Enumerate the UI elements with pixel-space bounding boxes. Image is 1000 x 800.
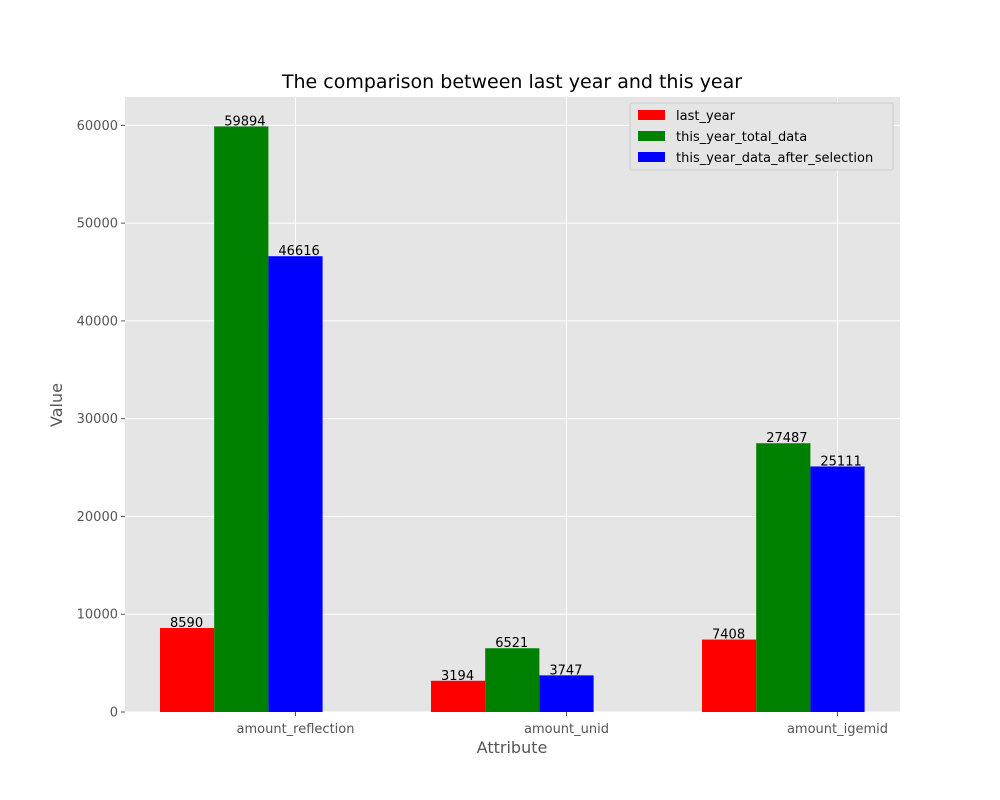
bar-this-year-total-data-amount-unid <box>485 648 540 712</box>
y-tick-label-30000: 30000 <box>77 412 118 427</box>
y-tick-label-40000: 40000 <box>77 314 118 329</box>
x-tick-label-amount-igemid: amount_igemid <box>787 722 888 737</box>
data-label-this-year-data-after-selection-amount-reflection: 46616 <box>278 244 319 259</box>
x-axis-ticks: amount_reflection amount_unid amount_igemi… <box>237 712 888 737</box>
bar-this-year-total-data-amount-igemid <box>756 443 811 712</box>
y-tick-label-0: 0 <box>110 706 118 721</box>
data-label-this-year-data-after-selection-amount-unid: 3747 <box>549 663 582 678</box>
bar-last-year-amount-igemid <box>702 639 757 712</box>
bar-this-year-data-after-selection-amount-reflection <box>268 256 323 712</box>
bar-last-year-amount-unid <box>431 680 486 712</box>
x-tick-label-amount-reflection: amount_reflection <box>237 722 355 737</box>
legend: last_year this_year_total_data this_year… <box>629 102 894 171</box>
legend-swatch-this-year-total-data <box>638 131 665 141</box>
bar-this-year-data-after-selection-amount-unid <box>539 675 594 712</box>
chart-title: The comparison between last year and thi… <box>281 71 742 93</box>
y-axis-ticks: 0 10000 20000 30000 40000 50000 60000 <box>77 119 125 721</box>
data-label-last-year-amount-unid: 3194 <box>441 669 474 684</box>
data-labels: 8590 3194 7408 59894 6521 27487 46616 3747 25111 <box>170 114 862 683</box>
bar-this-year-data-after-selection-amount-igemid <box>810 466 865 712</box>
legend-label-last-year: last_year <box>676 109 736 124</box>
data-label-last-year-amount-igemid: 7408 <box>712 628 745 643</box>
legend-swatch-last-year <box>638 110 665 120</box>
data-label-this-year-total-data-amount-unid: 6521 <box>495 636 528 651</box>
legend-box <box>629 102 894 171</box>
legend-label-this-year-total-data: this_year_total_data <box>676 130 807 145</box>
legend-swatch-this-year-data-after-selection <box>638 152 665 162</box>
x-tick-label-amount-unid: amount_unid <box>524 722 609 737</box>
x-axis-label: Attribute <box>477 738 548 757</box>
data-label-last-year-amount-reflection: 8590 <box>170 616 203 631</box>
legend-label-this-year-data-after-selection: this_year_data_after_selection <box>676 151 873 166</box>
data-label-this-year-total-data-amount-igemid: 27487 <box>766 431 807 446</box>
bars <box>160 126 865 713</box>
data-label-this-year-data-after-selection-amount-igemid: 25111 <box>820 454 861 469</box>
y-axis-label: Value <box>47 383 66 427</box>
y-tick-label-50000: 50000 <box>77 217 118 232</box>
y-tick-label-20000: 20000 <box>77 510 118 525</box>
data-label-this-year-total-data-amount-reflection: 59894 <box>224 114 265 129</box>
bar-last-year-amount-reflection <box>160 628 215 712</box>
bar-this-year-total-data-amount-reflection <box>214 126 269 713</box>
y-tick-label-60000: 60000 <box>77 119 118 134</box>
y-tick-label-10000: 10000 <box>77 608 118 623</box>
